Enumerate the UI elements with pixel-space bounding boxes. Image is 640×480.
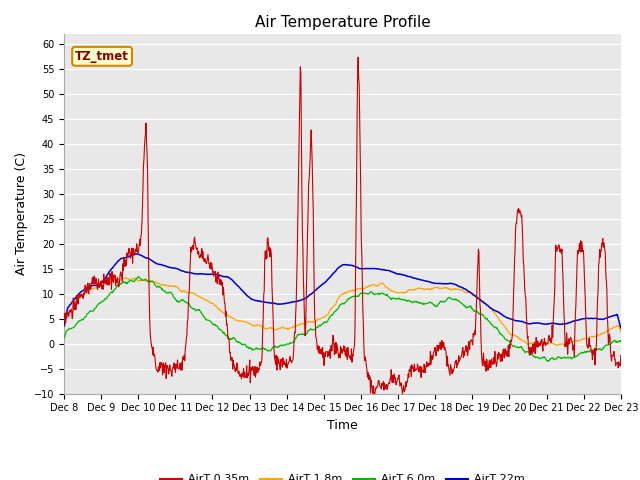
X-axis label: Time: Time xyxy=(327,419,358,432)
Text: TZ_tmet: TZ_tmet xyxy=(75,50,129,63)
Legend: AirT 0.35m, AirT 1.8m, AirT 6.0m, AirT 22m: AirT 0.35m, AirT 1.8m, AirT 6.0m, AirT 2… xyxy=(156,470,529,480)
Y-axis label: Air Temperature (C): Air Temperature (C) xyxy=(15,152,28,275)
Title: Air Temperature Profile: Air Temperature Profile xyxy=(255,15,430,30)
